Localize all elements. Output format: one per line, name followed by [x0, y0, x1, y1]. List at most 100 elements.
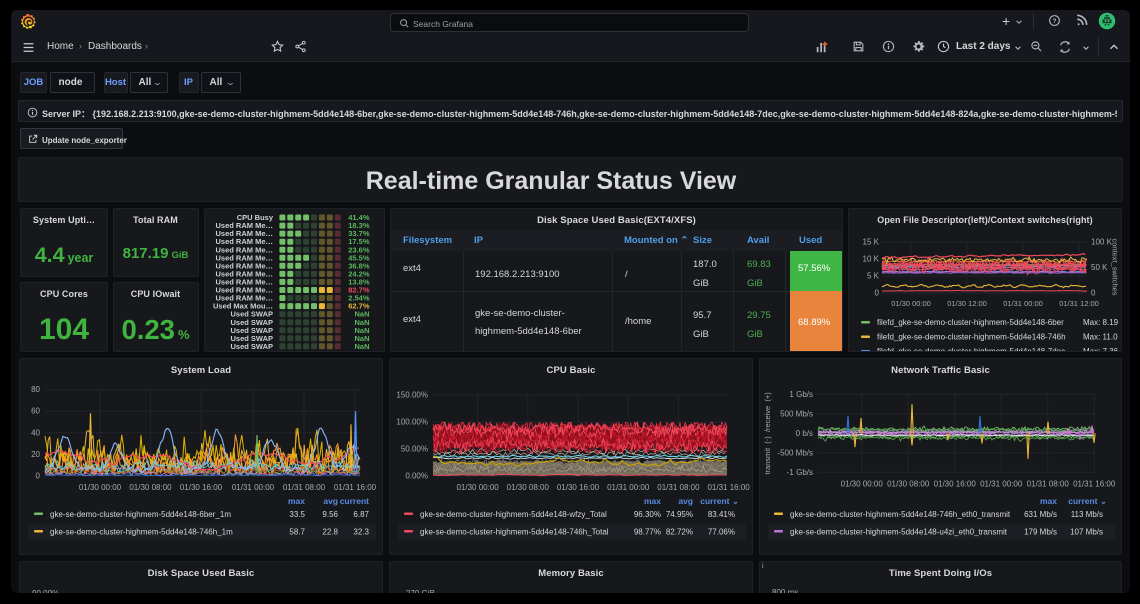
svg-text:Used SWAP: Used SWAP	[230, 334, 273, 343]
svg-text:max: max	[644, 496, 661, 506]
svg-text:96.30%: 96.30%	[634, 510, 661, 519]
svg-text:filefd_gke-se-demo-cluster-hig: filefd_gke-se-demo-cluster-highmem-5dd4e…	[877, 333, 1066, 342]
svg-text:0 b/s: 0 b/s	[796, 429, 813, 438]
svg-text:22.8: 22.8	[322, 528, 338, 537]
svg-text:01/31 12:00: 01/31 12:00	[1059, 299, 1099, 308]
svg-text:avg: avg	[323, 496, 338, 506]
svg-text:gke-se-demo-cluster-highmem-5d: gke-se-demo-cluster-highmem-5dd4e148-6be…	[50, 510, 231, 519]
svg-text:Used RAM Me…: Used RAM Me…	[215, 278, 273, 287]
svg-text:50.00%: 50.00%	[401, 445, 428, 454]
svg-text:15 K: 15 K	[863, 238, 880, 247]
svg-text:Used SWAP: Used SWAP	[230, 326, 273, 335]
svg-text:2.54%: 2.54%	[348, 294, 370, 303]
svg-text:-500 Mb/s: -500 Mb/s	[777, 448, 813, 457]
svg-text:NaN: NaN	[354, 326, 369, 335]
svg-text:01/31 00:00: 01/31 00:00	[1003, 299, 1043, 308]
svg-text:Used RAM Me…: Used RAM Me…	[215, 237, 273, 246]
svg-text:17.5%: 17.5%	[348, 237, 370, 246]
svg-text:20: 20	[31, 450, 40, 459]
svg-text:01/30 08:00: 01/30 08:00	[507, 483, 550, 492]
svg-text:18.3%: 18.3%	[348, 221, 370, 230]
svg-text:23.6%: 23.6%	[348, 245, 370, 254]
svg-text:current ⌄: current ⌄	[700, 496, 739, 506]
svg-text:150.00%: 150.00%	[396, 391, 428, 400]
svg-text:01/31 00:00: 01/31 00:00	[232, 483, 275, 492]
svg-text:01/30 16:00: 01/30 16:00	[180, 483, 223, 492]
svg-text:max: max	[288, 496, 305, 506]
svg-text:107 Mb/s: 107 Mb/s	[1070, 528, 1103, 537]
svg-text:500 Mb/s: 500 Mb/s	[780, 409, 813, 418]
svg-text:0: 0	[1091, 289, 1096, 298]
svg-text:82.72%: 82.72%	[666, 528, 693, 537]
svg-text:Used Max Mou…: Used Max Mou…	[213, 302, 273, 311]
svg-text:NaN: NaN	[354, 318, 369, 327]
svg-text:01/30 08:00: 01/30 08:00	[887, 479, 930, 488]
svg-text:current ⌄: current ⌄	[1068, 496, 1107, 506]
svg-text:filefd_gke-se-demo-cluster-hig: filefd_gke-se-demo-cluster-highmem-5dd4e…	[877, 318, 1064, 327]
svg-text:?: ?	[1053, 18, 1057, 25]
svg-text:83.41%: 83.41%	[708, 510, 735, 519]
svg-text:13.8%: 13.8%	[348, 278, 370, 287]
svg-text:01/31 08:00: 01/31 08:00	[283, 483, 326, 492]
svg-text:41.4%: 41.4%	[348, 213, 370, 222]
svg-text:gke-se-demo-cluster-highmem-5d: gke-se-demo-cluster-highmem-5dd4e148-746…	[420, 528, 609, 537]
svg-text:-1 Gb/s: -1 Gb/s	[787, 468, 813, 477]
svg-text:40: 40	[31, 428, 40, 437]
svg-text:82.7%: 82.7%	[348, 286, 370, 295]
svg-text:01/30 16:00: 01/30 16:00	[557, 483, 600, 492]
svg-text:100.00%: 100.00%	[396, 418, 428, 427]
svg-text:01/31 08:00: 01/31 08:00	[1027, 479, 1070, 488]
svg-text:01/31 16:00: 01/31 16:00	[707, 483, 750, 492]
svg-text:01/30 00:00: 01/30 00:00	[841, 479, 884, 488]
svg-text:Used RAM Me…: Used RAM Me…	[215, 286, 273, 295]
svg-text:transmit (-) /receive (+): transmit (-) /receive (+)	[763, 392, 772, 475]
svg-text:Used RAM Me…: Used RAM Me…	[215, 270, 273, 279]
svg-text:Used RAM Me…: Used RAM Me…	[215, 294, 273, 303]
svg-text:33.7%: 33.7%	[348, 229, 370, 238]
svg-text:01/30 00:00: 01/30 00:00	[79, 483, 122, 492]
svg-text:01/31 00:00: 01/31 00:00	[607, 483, 650, 492]
svg-text:01/30 08:00: 01/30 08:00	[129, 483, 172, 492]
svg-text:filefd_gke-se-demo-cluster-hig: filefd_gke-se-demo-cluster-highmem-5dd4e…	[877, 347, 1065, 352]
svg-text:01/30 16:00: 01/30 16:00	[934, 479, 977, 488]
svg-text:10 K: 10 K	[863, 255, 880, 264]
svg-text:Used SWAP: Used SWAP	[230, 310, 273, 319]
svg-text:CPU Busy: CPU Busy	[237, 213, 274, 222]
svg-text:max: max	[1040, 496, 1057, 506]
svg-text:6.87: 6.87	[353, 510, 369, 519]
svg-text:32.3: 32.3	[353, 528, 369, 537]
svg-text:Used RAM Me…: Used RAM Me…	[215, 229, 273, 238]
svg-text:gke-se-demo-cluster-highmem-5d: gke-se-demo-cluster-highmem-5dd4e148-746…	[790, 510, 1011, 519]
svg-text:0: 0	[875, 289, 880, 298]
svg-text:NaN: NaN	[354, 342, 369, 351]
svg-text:0: 0	[36, 472, 41, 481]
svg-text:0.00%: 0.00%	[405, 472, 428, 481]
svg-text:36.8%: 36.8%	[348, 261, 370, 270]
svg-text:Used RAM Me…: Used RAM Me…	[215, 253, 273, 262]
svg-text:Used SWAP: Used SWAP	[230, 342, 273, 351]
svg-text:631 Mb/s: 631 Mb/s	[1024, 510, 1057, 519]
svg-text:Used SWAP: Used SWAP	[230, 318, 273, 327]
svg-text:60: 60	[31, 407, 40, 416]
svg-text:58.7: 58.7	[289, 528, 305, 537]
svg-text:Used RAM Me…: Used RAM Me…	[215, 221, 273, 230]
svg-text:gke-se-demo-cluster-highmem-5d: gke-se-demo-cluster-highmem-5dd4e148-u4z…	[790, 528, 1008, 537]
svg-text:74.95%: 74.95%	[666, 510, 693, 519]
svg-text:179 Mb/s: 179 Mb/s	[1024, 528, 1057, 537]
svg-text:Max: 7.36: Max: 7.36	[1083, 347, 1119, 352]
svg-text:NaN: NaN	[354, 334, 369, 343]
svg-text:45.5%: 45.5%	[348, 253, 370, 262]
svg-text:62.7%: 62.7%	[348, 302, 370, 311]
svg-text:gke-se-demo-cluster-highmem-5d: gke-se-demo-cluster-highmem-5dd4e148-746…	[50, 528, 233, 537]
svg-text:context_switches: context_switches	[1111, 238, 1120, 295]
svg-text:1 Gb/s: 1 Gb/s	[789, 390, 813, 399]
svg-text:01/30 00:00: 01/30 00:00	[891, 299, 931, 308]
svg-text:98.77%: 98.77%	[634, 528, 661, 537]
svg-text:33.5: 33.5	[289, 510, 305, 519]
svg-text:Used RAM Me…: Used RAM Me…	[215, 245, 273, 254]
svg-text:9.56: 9.56	[322, 510, 338, 519]
svg-text:50 K: 50 K	[1091, 263, 1108, 272]
svg-text:Max: 8.19 K: Max: 8.19 K	[1083, 318, 1122, 327]
svg-text:01/31 16:00: 01/31 16:00	[1073, 479, 1116, 488]
svg-text:113 Mb/s: 113 Mb/s	[1071, 510, 1103, 519]
